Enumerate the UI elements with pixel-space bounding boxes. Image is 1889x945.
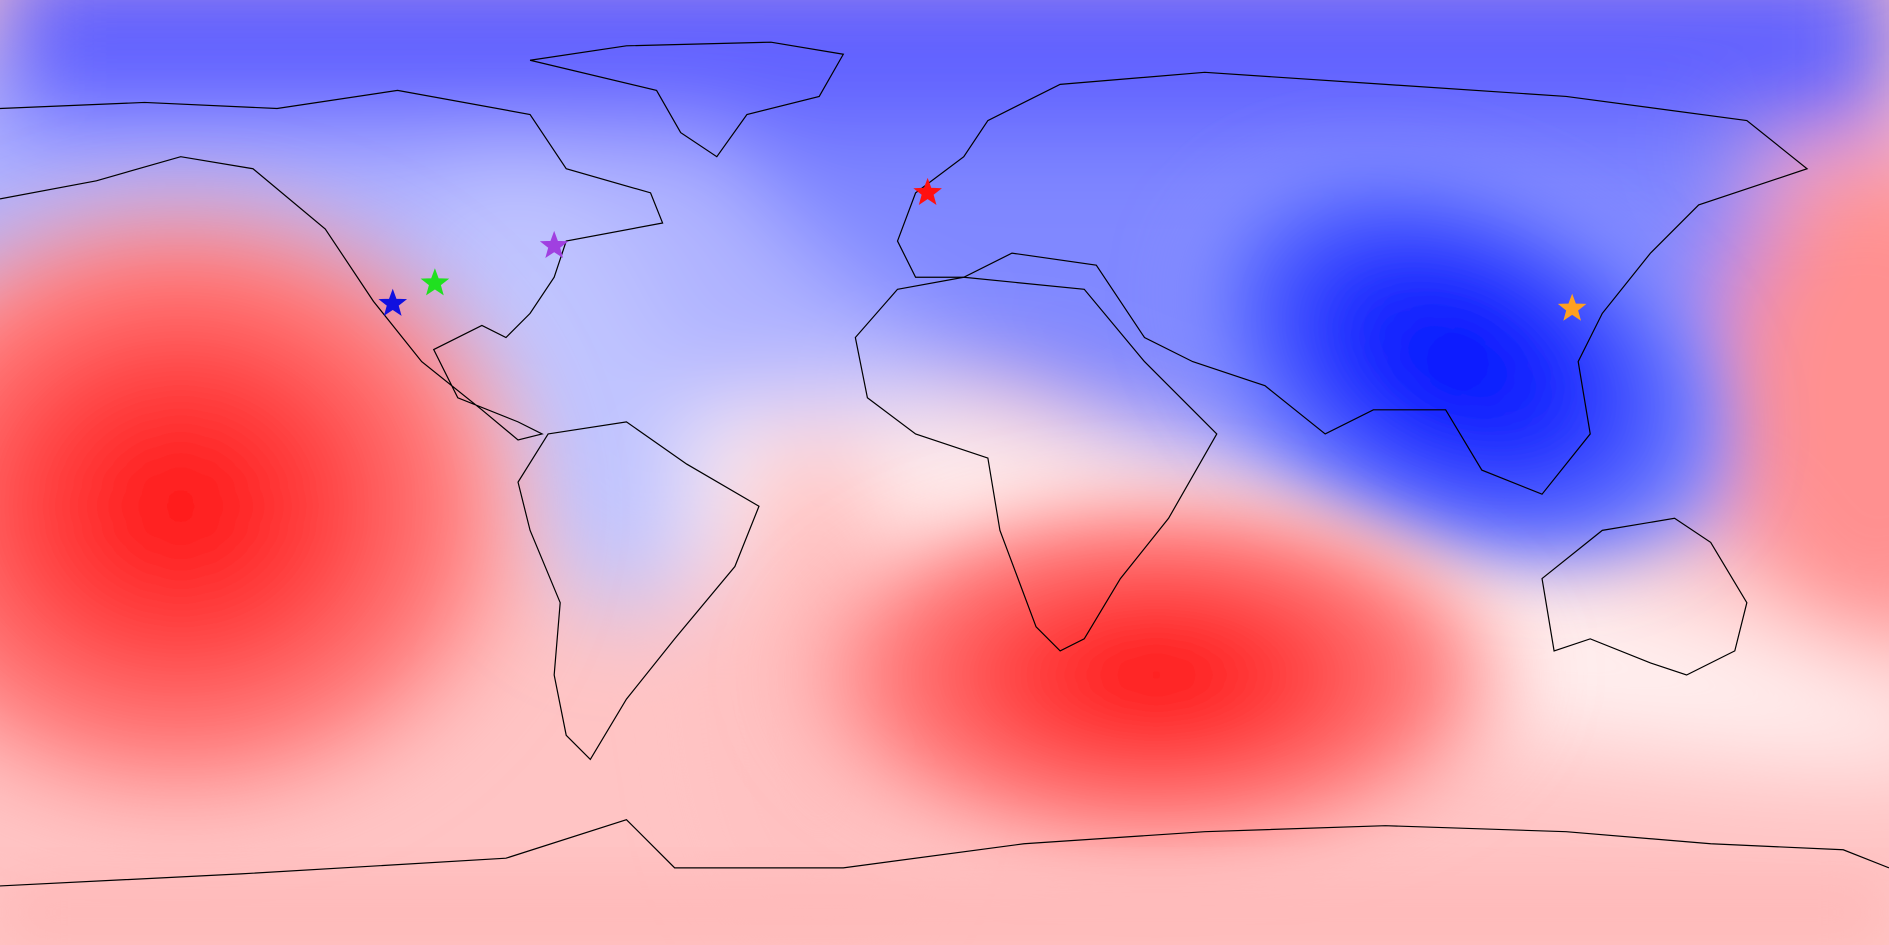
antarctica: [0, 818, 1889, 887]
markers: [378, 177, 1587, 321]
australia: [1541, 517, 1748, 676]
south-america: [517, 421, 760, 761]
location-star: [539, 230, 569, 259]
location-star: [913, 177, 942, 205]
location-star: [1557, 293, 1587, 321]
greenland: [529, 41, 845, 158]
north-america: [0, 89, 664, 441]
location-star: [420, 268, 450, 296]
location-star: [378, 288, 408, 316]
eurasia: [896, 71, 1809, 495]
coastlines: [0, 41, 1889, 887]
africa: [854, 276, 1218, 652]
